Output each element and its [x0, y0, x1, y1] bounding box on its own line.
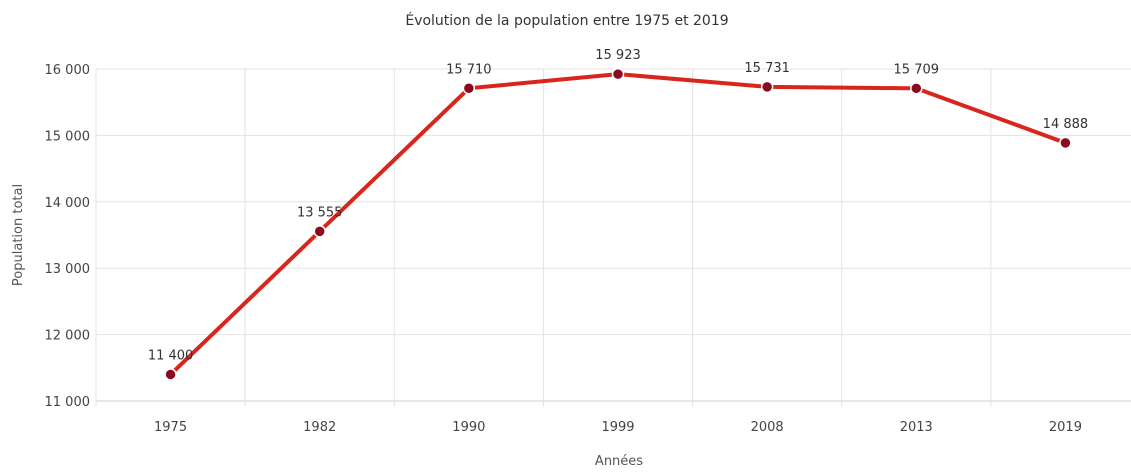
- chart-title: Évolution de la population entre 1975 et…: [405, 12, 728, 29]
- y-tick-label: 14 000: [45, 196, 91, 211]
- data-point[interactable]: [760, 80, 774, 94]
- x-tick-label: 1982: [303, 420, 336, 435]
- data-label: 11 400: [148, 348, 194, 363]
- data-label: 15 710: [446, 62, 492, 77]
- y-tick-label: 12 000: [45, 329, 91, 344]
- data-labels: 11 400 13 555 15 710 15 923 15 731 15 709 14 8…: [148, 48, 1088, 363]
- data-point[interactable]: [313, 225, 326, 238]
- axes: 11 000 12 000 13 000 14 000 15 000 16 000 1975…: [45, 63, 1082, 435]
- x-axis-title: Années: [595, 454, 643, 468]
- y-tick-label: 16 000: [45, 63, 91, 78]
- data-label: 13 555: [297, 205, 343, 220]
- data-label: 15 731: [744, 61, 790, 76]
- series: [164, 67, 1072, 381]
- y-axis-title: Population total: [11, 184, 26, 286]
- data-point[interactable]: [164, 368, 177, 381]
- data-label: 14 888: [1043, 117, 1089, 132]
- data-label: 15 709: [894, 62, 940, 77]
- data-point[interactable]: [462, 82, 476, 95]
- x-tick-label: 1999: [601, 420, 634, 435]
- data-point[interactable]: [910, 82, 923, 95]
- grid: [95, 68, 1131, 407]
- x-tick-label: 1975: [154, 420, 187, 435]
- data-point[interactable]: [611, 67, 625, 81]
- y-tick-label: 15 000: [45, 129, 91, 144]
- x-tick-label: 2013: [900, 420, 933, 435]
- series-line: [168, 72, 1068, 377]
- y-tick-label: 11 000: [45, 395, 91, 410]
- data-point[interactable]: [1059, 136, 1072, 150]
- x-tick-label: 2019: [1049, 420, 1082, 435]
- x-tick-label: 1990: [452, 420, 485, 435]
- y-tick-label: 13 000: [45, 262, 91, 277]
- x-tick-label: 2008: [751, 420, 784, 435]
- data-label: 15 923: [595, 48, 641, 63]
